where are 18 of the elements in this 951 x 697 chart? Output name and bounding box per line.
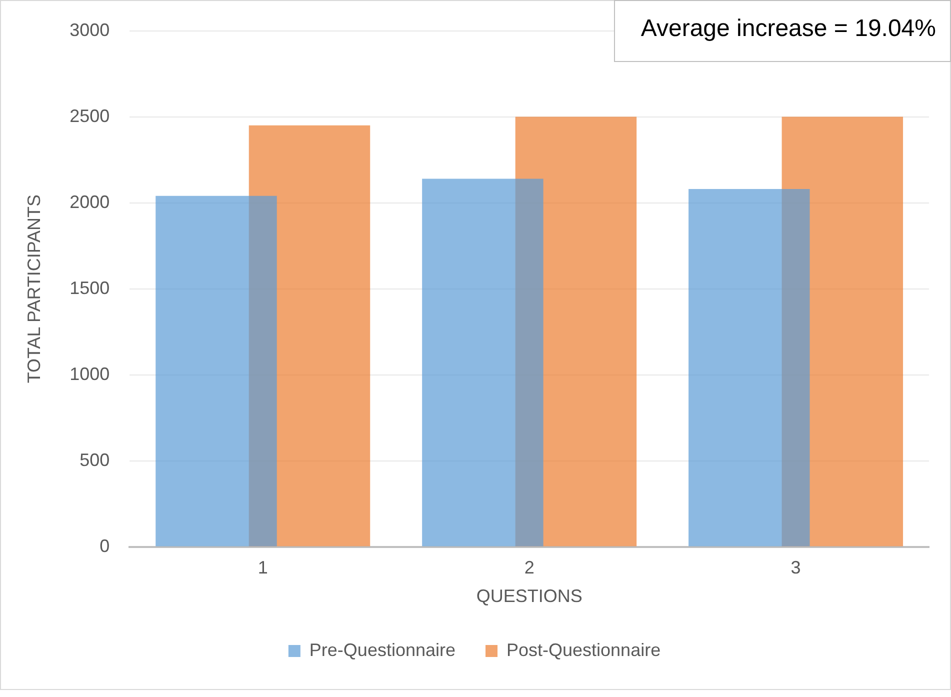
y-tick-label: 2000	[70, 192, 110, 212]
legend-label: Pre-Questionnaire	[309, 640, 456, 660]
y-tick-label: 500	[80, 450, 110, 470]
y-tick-label: 3000	[70, 20, 110, 40]
y-tick-label: 1000	[70, 364, 110, 384]
legend-label: Post-Questionnaire	[506, 640, 661, 660]
y-tick-label: 0	[100, 536, 110, 556]
annotation: Average increase = 19.04%	[614, 0, 951, 62]
y-axis-title: TOTAL PARTICIPANTS	[24, 194, 44, 384]
bar	[156, 196, 277, 546]
x-axis-title: QUESTIONS	[476, 586, 582, 606]
bar	[688, 189, 810, 546]
x-tick-label: 2	[524, 558, 534, 578]
bar	[422, 178, 544, 546]
x-tick-label: 3	[790, 558, 801, 578]
x-tick-label: 1	[258, 558, 268, 578]
y-tick-label: 1500	[70, 278, 110, 298]
y-tick-label: 2500	[70, 106, 110, 126]
